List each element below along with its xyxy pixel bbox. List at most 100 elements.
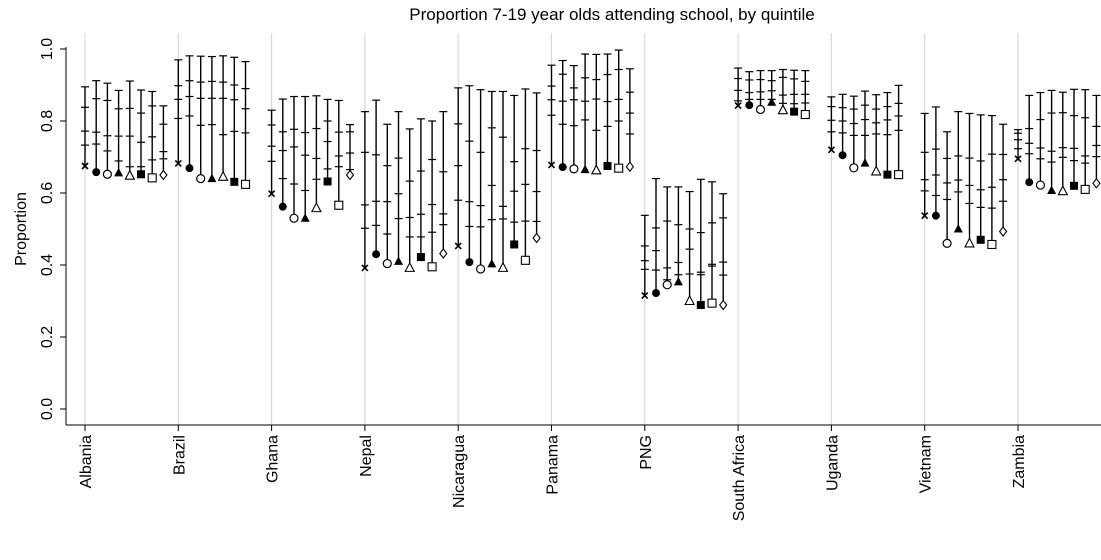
- marker-hollow-circle: [289, 213, 299, 223]
- x-tick-label: South Africa: [731, 435, 748, 521]
- country-group-vietnam: [920, 106, 1008, 250]
- marker-filled-triangle: [860, 158, 870, 167]
- marker-hollow-triangle: [964, 237, 975, 248]
- marker-x: [641, 292, 649, 300]
- marker-hollow-diamond: [345, 169, 355, 181]
- marker-hollow-circle: [942, 238, 952, 248]
- y-tick-label: 0.6: [39, 182, 56, 204]
- marker-filled-circle: [465, 258, 474, 267]
- x-tick-label: Ghana: [265, 435, 282, 483]
- marker-hollow-square: [800, 109, 810, 120]
- marker-filled-square: [510, 240, 519, 249]
- marker-filled-triangle: [953, 224, 963, 233]
- x-tick-label: Vietnam: [918, 435, 935, 493]
- marker-x: [827, 146, 835, 154]
- y-axis-label: Proportion: [13, 192, 30, 266]
- x-tick-label: Zambia: [1011, 435, 1028, 488]
- x-tick-label: Brazil: [171, 435, 188, 475]
- y-tick-label: 0.0: [39, 398, 56, 420]
- marker-hollow-diamond: [159, 169, 168, 181]
- marker-hollow-circle: [196, 174, 206, 184]
- x-tick-label: PNG: [638, 435, 655, 470]
- marker-hollow-diamond: [532, 232, 541, 244]
- marker-hollow-triangle: [310, 201, 322, 213]
- marker-x: [454, 242, 462, 250]
- country-group-uganda: [827, 84, 904, 180]
- y-tick-label: 1.0: [39, 38, 56, 60]
- marker-x: [734, 101, 742, 110]
- x-tick-label: Panama: [545, 435, 562, 495]
- axis-layer: 0.0 0.2 0.4 0.6 0.8 1.0 Albania Brazil Ghana Nepa…: [39, 38, 1101, 521]
- marker-hollow-triangle: [684, 294, 696, 306]
- marker-hollow-triangle: [404, 261, 416, 272]
- marker-hollow-square: [427, 262, 437, 272]
- marker-hollow-square: [147, 173, 157, 183]
- country-group-ghana: [267, 95, 355, 223]
- marker-x: [547, 161, 556, 169]
- marker-hollow-circle: [1035, 180, 1046, 190]
- marker-hollow-triangle: [124, 169, 136, 180]
- marker-hollow-square: [707, 298, 717, 308]
- x-tick-label: Albania: [78, 435, 95, 488]
- marker-hollow-diamond: [625, 161, 635, 173]
- country-group-panama: [547, 49, 635, 175]
- marker-filled-triangle: [114, 167, 124, 177]
- y-tick-label: 0.4: [39, 254, 56, 276]
- marker-filled-circle: [838, 151, 847, 160]
- marker-filled-triangle: [767, 97, 777, 106]
- marker-hollow-circle: [382, 258, 392, 269]
- marker-hollow-square: [894, 170, 904, 180]
- marker-hollow-square: [1080, 184, 1090, 194]
- marker-hollow-circle: [662, 280, 672, 290]
- marker-x: [361, 264, 369, 272]
- marker-filled-triangle: [207, 173, 217, 183]
- y-tick-label: 0.8: [39, 110, 56, 132]
- marker-filled-circle: [92, 168, 101, 177]
- marker-filled-square: [416, 253, 425, 262]
- country-group-brazil: [174, 55, 251, 189]
- marker-filled-square: [696, 300, 705, 309]
- marker-hollow-diamond: [719, 299, 728, 311]
- marker-hollow-triangle: [1057, 185, 1069, 196]
- marker-filled-square: [603, 162, 612, 170]
- marker-filled-circle: [745, 101, 754, 110]
- marker-hollow-circle: [476, 264, 486, 274]
- marker-filled-circle: [931, 211, 940, 220]
- country-group-nicaragua: [454, 85, 541, 274]
- marker-filled-circle: [185, 164, 194, 173]
- marker-filled-circle: [558, 163, 567, 172]
- marker-filled-circle: [278, 202, 287, 211]
- marker-hollow-circle: [102, 169, 113, 179]
- marker-x: [921, 212, 929, 220]
- marker-hollow-square: [240, 179, 251, 189]
- marker-hollow-square: [987, 239, 997, 250]
- marker-hollow-triangle: [777, 104, 789, 115]
- marker-hollow-square: [520, 255, 530, 265]
- marker-x: [81, 162, 89, 170]
- marker-hollow-diamond: [439, 248, 448, 259]
- marker-filled-circle: [372, 250, 381, 259]
- marker-filled-square: [1070, 181, 1078, 190]
- marker-filled-square: [976, 235, 985, 244]
- marker-filled-triangle: [1047, 185, 1057, 194]
- marker-filled-triangle: [673, 276, 683, 286]
- chart-title: Proportion 7-19 year olds attending scho…: [409, 5, 814, 24]
- x-tick-label: Nepal: [358, 435, 375, 477]
- marker-filled-triangle: [580, 164, 590, 174]
- marker-filled-square: [883, 170, 892, 179]
- marker-filled-circle: [1025, 178, 1034, 187]
- marker-filled-circle: [652, 289, 660, 298]
- y-tick-label: 0.2: [39, 326, 56, 348]
- data-layer: [81, 49, 1101, 311]
- country-group-png: [640, 178, 728, 311]
- x-tick-label: Nicaragua: [451, 435, 468, 508]
- marker-hollow-triangle: [870, 165, 882, 176]
- marker-filled-triangle: [394, 256, 403, 265]
- marker-hollow-circle: [849, 163, 859, 173]
- marker-hollow-square: [334, 200, 344, 210]
- country-group-south-africa: [734, 67, 810, 120]
- marker-filled-square: [137, 170, 145, 179]
- marker-filled-square: [790, 107, 799, 116]
